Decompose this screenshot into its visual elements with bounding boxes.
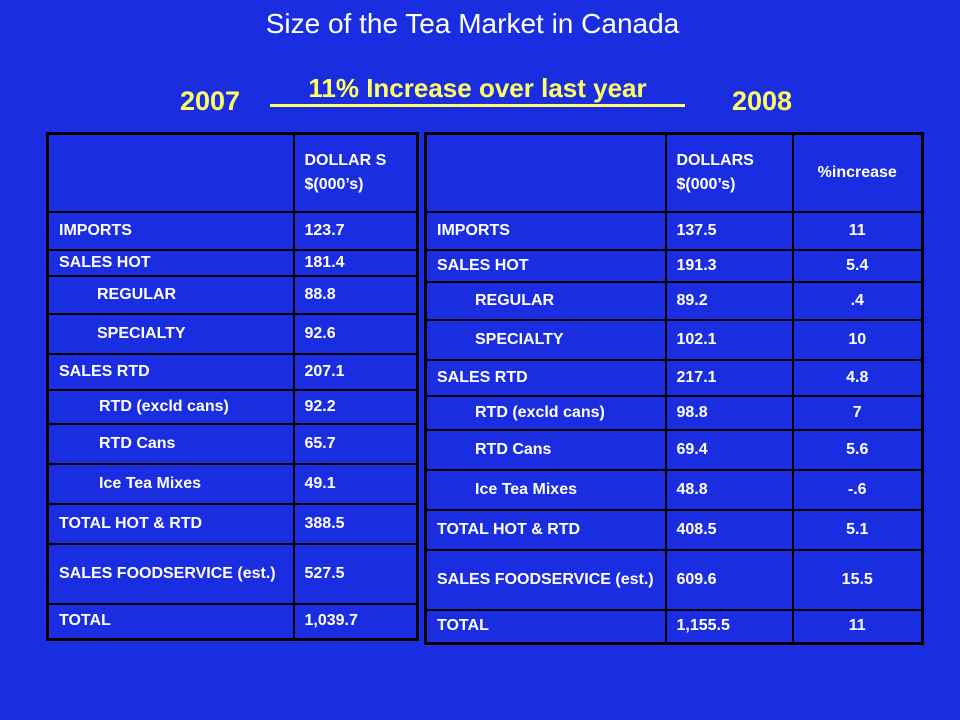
row-label: SALES FOODSERVICE (est.) (424, 548, 667, 611)
row-value: 88.8 (292, 274, 419, 315)
table-row: SALES FOODSERVICE (est.) 527.5 (46, 542, 419, 605)
table-2008: DOLLARS $(000’s) %increase IMPORTS 137.5… (424, 132, 924, 645)
row-increase: 10 (791, 318, 924, 361)
row-value: 65.7 (292, 422, 419, 465)
row-label: SPECIALTY (46, 312, 295, 355)
table-row: TOTAL HOT & RTD 408.5 5.1 (424, 508, 924, 551)
row-label: RTD Cans (424, 428, 667, 471)
row-value: 89.2 (664, 280, 794, 321)
slide-title: Size of the Tea Market in Canada (265, 8, 680, 39)
table-row: RTD Cans 69.4 5.6 (424, 428, 924, 471)
row-value: 69.4 (664, 428, 794, 471)
row-value: 609.6 (664, 548, 794, 611)
row-value: 92.6 (292, 312, 419, 355)
table-row: TOTAL 1,039.7 (46, 602, 419, 641)
row-value: 137.5 (664, 210, 794, 251)
row-label: TOTAL HOT & RTD (424, 508, 667, 551)
row-value: 92.2 (292, 388, 419, 425)
table-row: SALES HOT 191.3 5.4 (424, 248, 924, 283)
row-value: 102.1 (664, 318, 794, 361)
table-row: SALES HOT 181.4 (46, 248, 419, 277)
row-value: 388.5 (292, 502, 419, 545)
row-value: 1,039.7 (292, 602, 419, 641)
row-label: SALES FOODSERVICE (est.) (46, 542, 295, 605)
table-header-row: DOLLARS $(000’s) %increase (424, 132, 924, 213)
row-value: 191.3 (664, 248, 794, 283)
year-2008-label: 2008 (732, 86, 793, 116)
row-label: Ice Tea Mixes (46, 462, 295, 505)
header-cell-dollars: DOLLARS $(000’s) (664, 132, 794, 213)
table-row: TOTAL HOT & RTD 388.5 (46, 502, 419, 545)
header-cell-dollars: DOLLAR S $(000’s) (292, 132, 419, 213)
table-row: REGULAR 88.8 (46, 274, 419, 315)
row-increase: 5.4 (791, 248, 924, 283)
table-row: SALES FOODSERVICE (est.) 609.6 15.5 (424, 548, 924, 611)
year-2007-label: 2007 (180, 86, 241, 116)
table-row: RTD Cans 65.7 (46, 422, 419, 465)
row-value: 207.1 (292, 352, 419, 391)
row-label: REGULAR (424, 280, 667, 321)
row-label: RTD Cans (46, 422, 295, 465)
row-label: IMPORTS (424, 210, 667, 251)
increase-subtitle: 11% Increase over last year (270, 72, 685, 107)
header-cell-empty (46, 132, 295, 213)
row-value: 408.5 (664, 508, 794, 551)
row-label: SALES RTD (424, 358, 667, 397)
table-row: Ice Tea Mixes 49.1 (46, 462, 419, 505)
row-label: SALES HOT (46, 248, 295, 277)
row-value: 48.8 (664, 468, 794, 511)
row-label: REGULAR (46, 274, 295, 315)
row-label: IMPORTS (46, 210, 295, 251)
table-row: REGULAR 89.2 .4 (424, 280, 924, 321)
row-value: 98.8 (664, 394, 794, 431)
row-label: RTD (excld cans) (424, 394, 667, 431)
row-increase: 5.1 (791, 508, 924, 551)
row-value: 1,155.5 (664, 608, 794, 645)
table-row: IMPORTS 123.7 (46, 210, 419, 251)
table-row: RTD (excld cans) 98.8 7 (424, 394, 924, 431)
table-row: SPECIALTY 102.1 10 (424, 318, 924, 361)
table-row: IMPORTS 137.5 11 (424, 210, 924, 251)
table-header-row: DOLLAR S $(000’s) (46, 132, 419, 213)
table-row: SALES RTD 207.1 (46, 352, 419, 391)
row-increase: 15.5 (791, 548, 924, 611)
header-cell-empty (424, 132, 667, 213)
table-row: SALES RTD 217.1 4.8 (424, 358, 924, 397)
row-label: TOTAL HOT & RTD (46, 502, 295, 545)
table-row: Ice Tea Mixes 48.8 -.6 (424, 468, 924, 511)
row-value: 181.4 (292, 248, 419, 277)
row-label: SALES HOT (424, 248, 667, 283)
row-increase: 5.6 (791, 428, 924, 471)
row-increase: 11 (791, 210, 924, 251)
row-value: 123.7 (292, 210, 419, 251)
table-row: TOTAL 1,155.5 11 (424, 608, 924, 645)
row-value: 217.1 (664, 358, 794, 397)
row-increase: -.6 (791, 468, 924, 511)
row-increase: 7 (791, 394, 924, 431)
row-increase: 4.8 (791, 358, 924, 397)
row-label: RTD (excld cans) (46, 388, 295, 425)
table-row: SPECIALTY 92.6 (46, 312, 419, 355)
row-increase: 11 (791, 608, 924, 645)
row-label: SPECIALTY (424, 318, 667, 361)
table-row: RTD (excld cans) 92.2 (46, 388, 419, 425)
row-value: 49.1 (292, 462, 419, 505)
row-label: Ice Tea Mixes (424, 468, 667, 511)
row-label: TOTAL (46, 602, 295, 641)
table-2007: DOLLAR S $(000’s) IMPORTS 123.7 SALES HO… (46, 132, 419, 641)
row-label: SALES RTD (46, 352, 295, 391)
row-value: 527.5 (292, 542, 419, 605)
row-increase: .4 (791, 280, 924, 321)
row-label: TOTAL (424, 608, 667, 645)
header-cell-increase: %increase (791, 132, 924, 213)
